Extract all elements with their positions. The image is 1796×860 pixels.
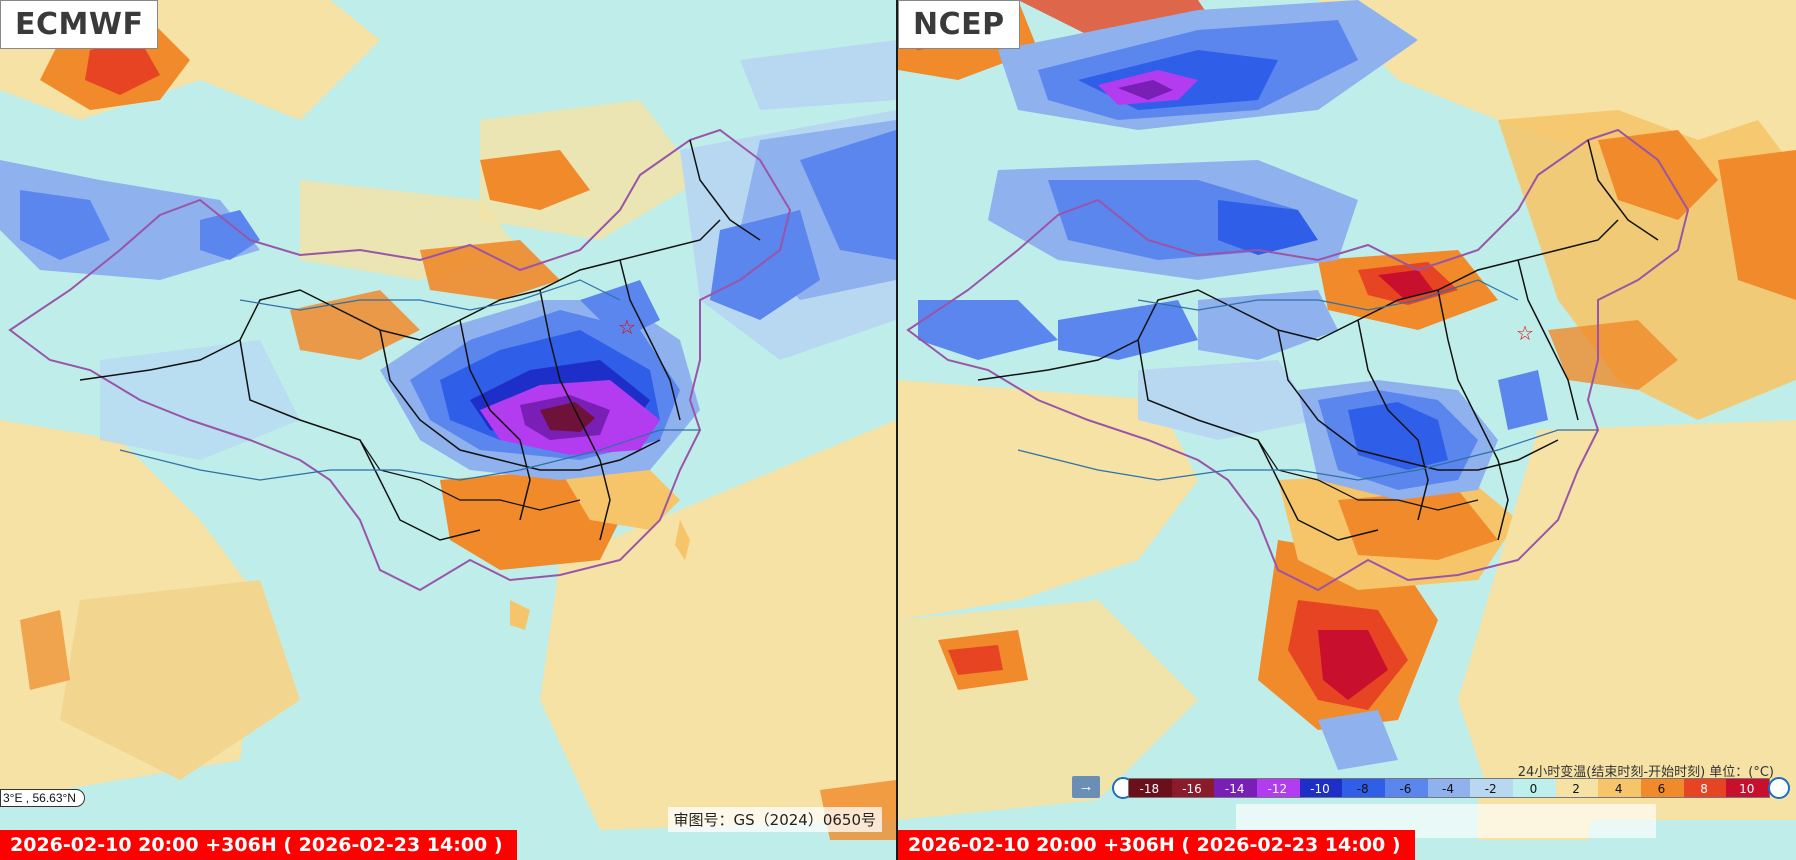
coordinate-readout: 3°E , 56.63°N	[0, 789, 85, 807]
model-label-ncep: NCEP	[898, 0, 1020, 49]
legend-tick-label: -12	[1267, 782, 1288, 796]
legend-swatch	[1683, 779, 1727, 797]
legend-tick-label: -16	[1182, 782, 1202, 796]
legend-tick-label: 4	[1614, 782, 1623, 796]
forecast-time-bar-right: 2026-02-10 20:00 +306H ( 2026-02-23 14:0…	[898, 830, 1415, 860]
legend-swatch	[1257, 779, 1300, 797]
legend-tick-label: -6	[1399, 782, 1412, 796]
legend-title: 24小时变温(结束时刻-开始时刻) 单位：(°C)	[1517, 765, 1774, 780]
legend-tick-label: -2	[1484, 782, 1497, 796]
legend-range-handle-right[interactable]	[1768, 777, 1790, 799]
legend-swatch	[1299, 779, 1343, 797]
legend-swatch	[1214, 779, 1258, 797]
legend-swatch	[1513, 779, 1556, 797]
ncep-map-panel[interactable]: ☆ NCEP 24小时变温(结束时刻-开始时刻) 单位：(°C) → -18 -1…	[898, 0, 1796, 860]
legend-tick-label: 6	[1657, 782, 1666, 796]
legend-swatch	[1171, 779, 1215, 797]
legend-tick-label: 2	[1572, 782, 1580, 796]
ecmwf-map-panel[interactable]: ☆ ECMWF 3°E , 56.63°N 审图号：GS（2024）0650号 …	[0, 0, 896, 860]
legend-color-bar	[1128, 778, 1770, 798]
legend-swatch	[1129, 779, 1172, 797]
legend-tick-label: -10	[1310, 782, 1330, 796]
legend-swatch	[1726, 779, 1770, 797]
legend-swatch	[1342, 779, 1386, 797]
legend-tick-label: 10	[1739, 782, 1755, 796]
model-label-ecmwf: ECMWF	[0, 0, 159, 49]
legend-swatch	[1641, 779, 1684, 797]
legend-tick-label: -18	[1139, 782, 1160, 796]
svg-text:☆: ☆	[618, 315, 636, 339]
map-review-number: 审图号：GS（2024）0650号	[667, 807, 882, 832]
legend-tick-label: -4	[1442, 782, 1455, 796]
legend-swatch	[1555, 779, 1599, 797]
legend-swatch	[1470, 779, 1514, 797]
svg-text:☆: ☆	[1516, 321, 1534, 345]
legend-tick-label: 0	[1529, 782, 1538, 796]
forecast-time-bar-left: 2026-02-10 20:00 +306H ( 2026-02-23 14:0…	[0, 830, 517, 860]
legend-swatch	[1598, 779, 1642, 797]
legend-tick-label: -8	[1356, 782, 1369, 796]
legend-tick-label: -14	[1224, 782, 1245, 796]
legend-tick-labels: -18 -16 -14 -12 -10 -8 -6 -4 -2 0 2 4 6 8 10	[1128, 780, 1768, 798]
ecmwf-temperature-map: ☆	[0, 0, 896, 860]
legend-tick-label: 8	[1700, 782, 1708, 796]
legend-toggle-arrow-icon[interactable]: →	[1072, 776, 1100, 798]
panel-divider	[896, 0, 898, 860]
legend-swatch	[1427, 779, 1471, 797]
legend-swatch	[1385, 779, 1428, 797]
ncep-temperature-map: ☆	[898, 0, 1796, 860]
